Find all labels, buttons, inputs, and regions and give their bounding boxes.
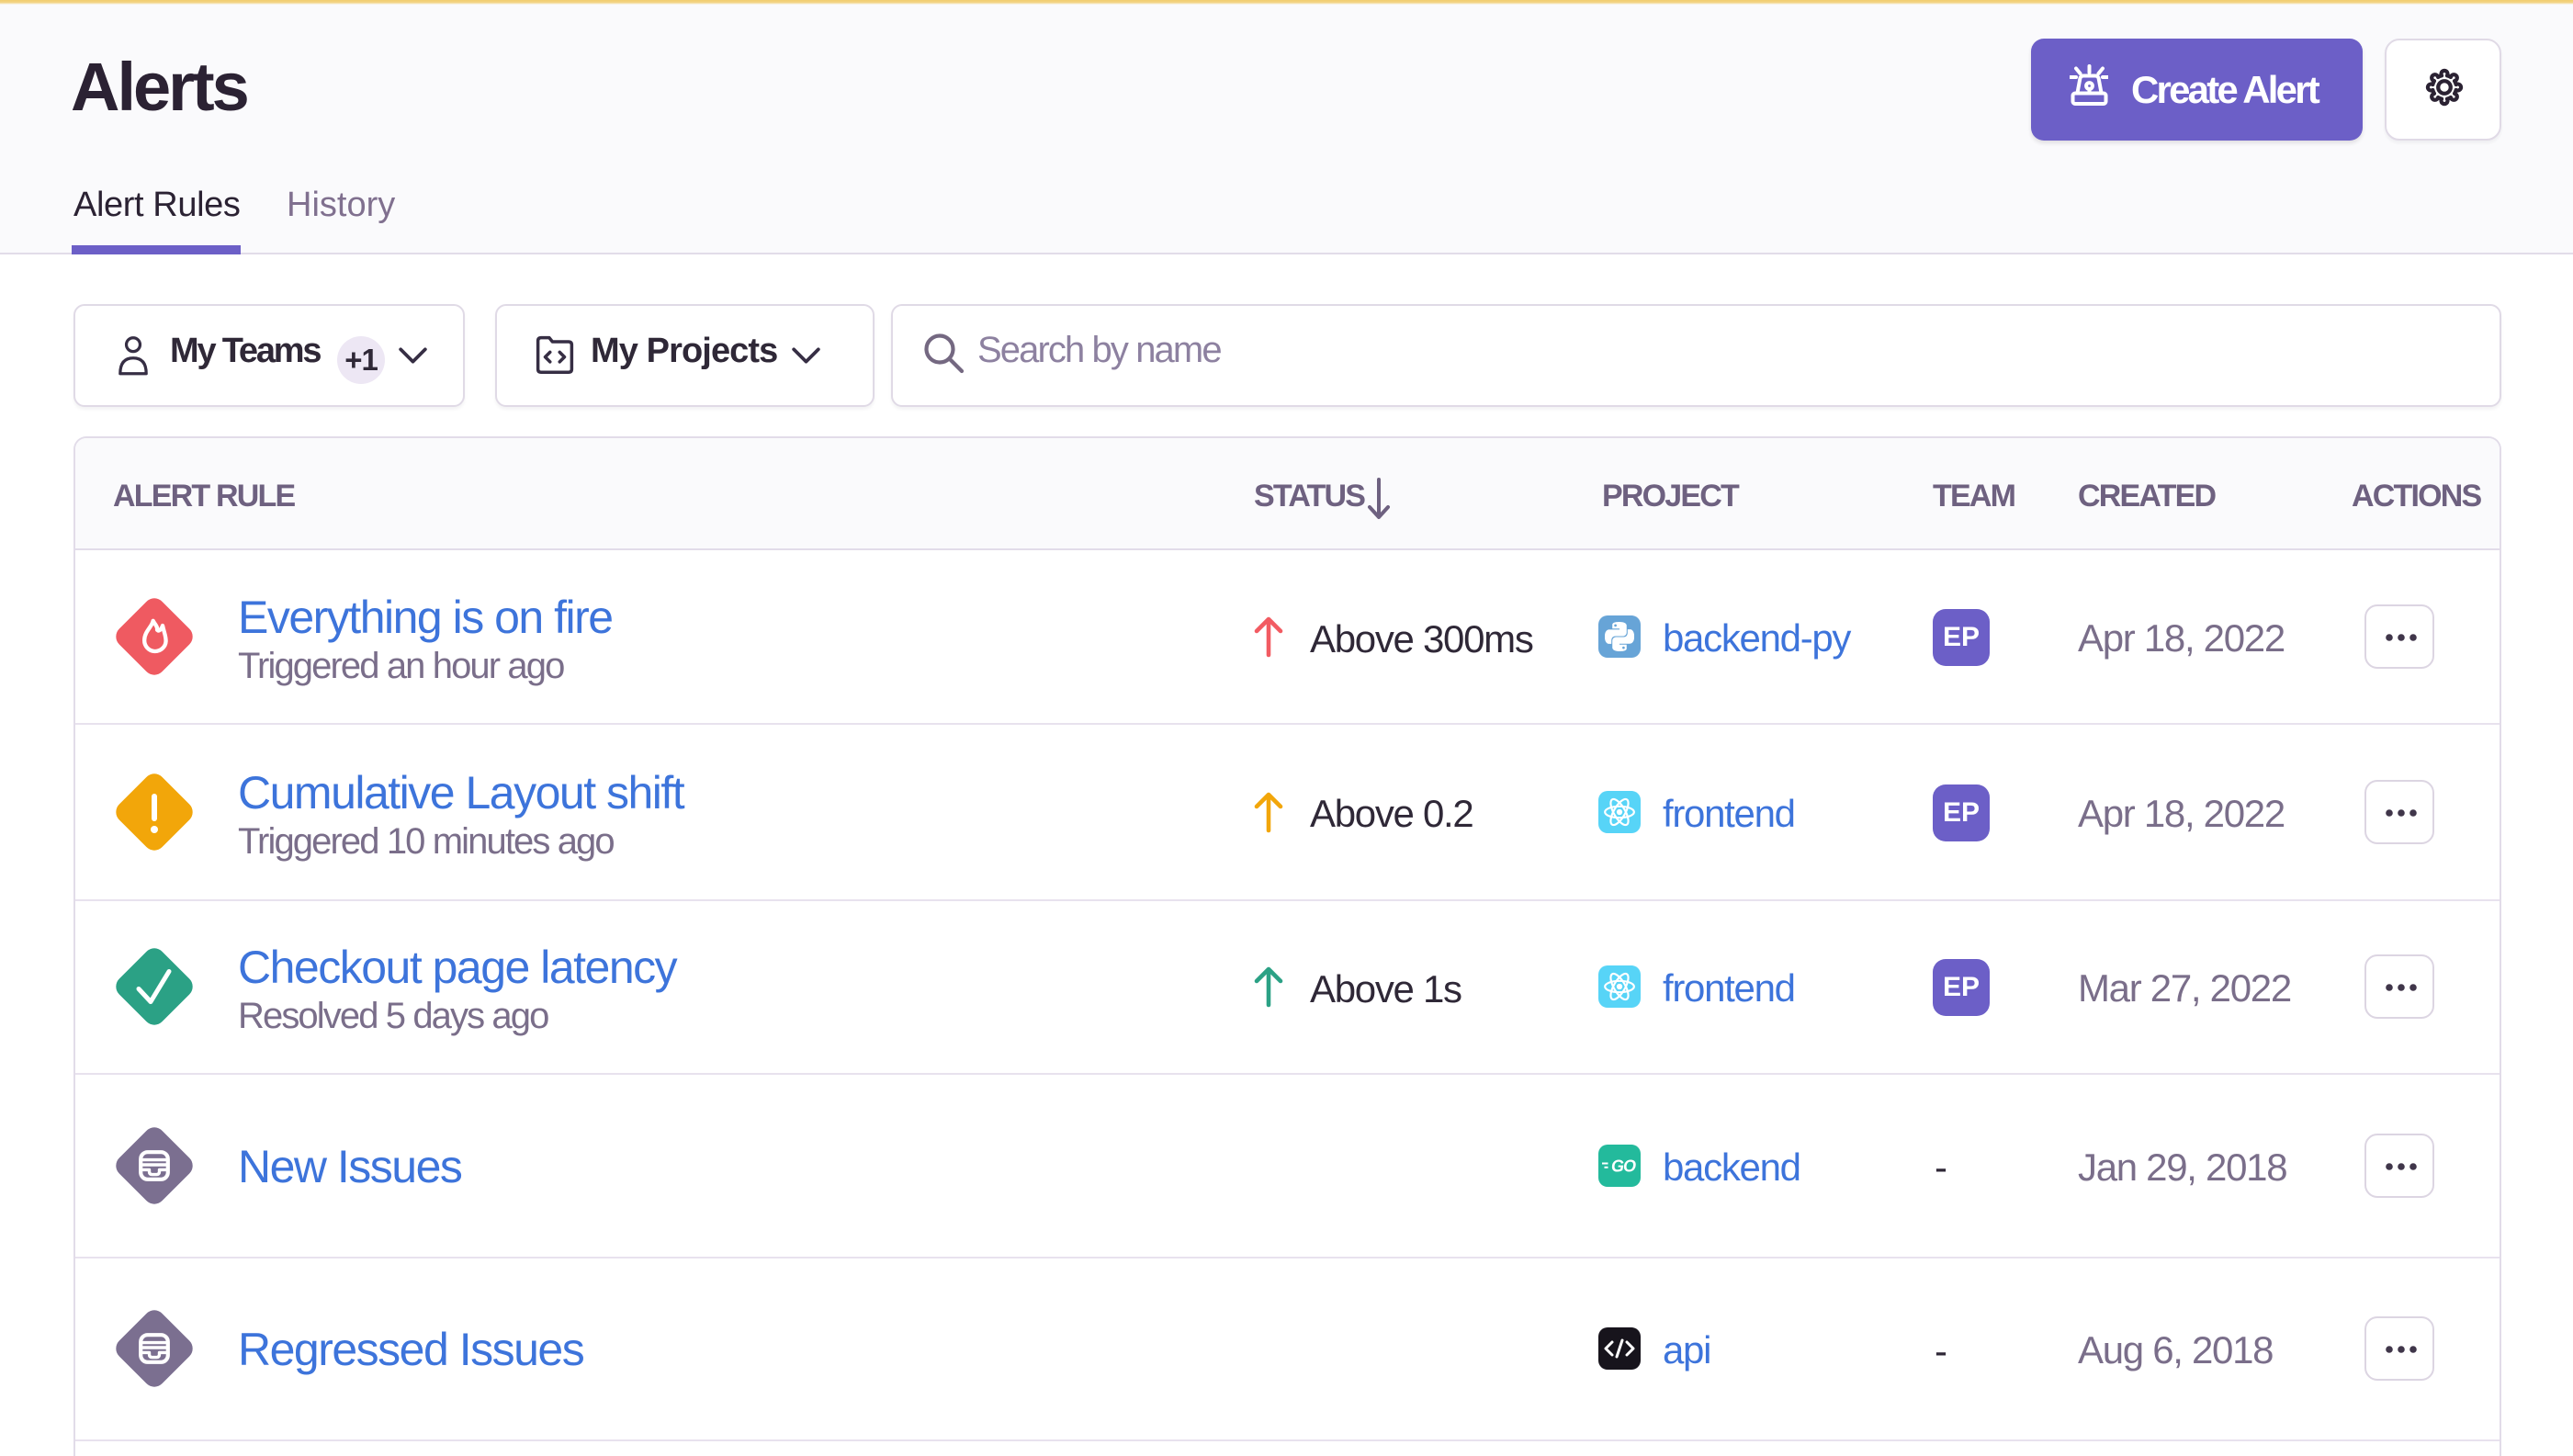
svg-text:GO: GO xyxy=(1611,1157,1636,1176)
